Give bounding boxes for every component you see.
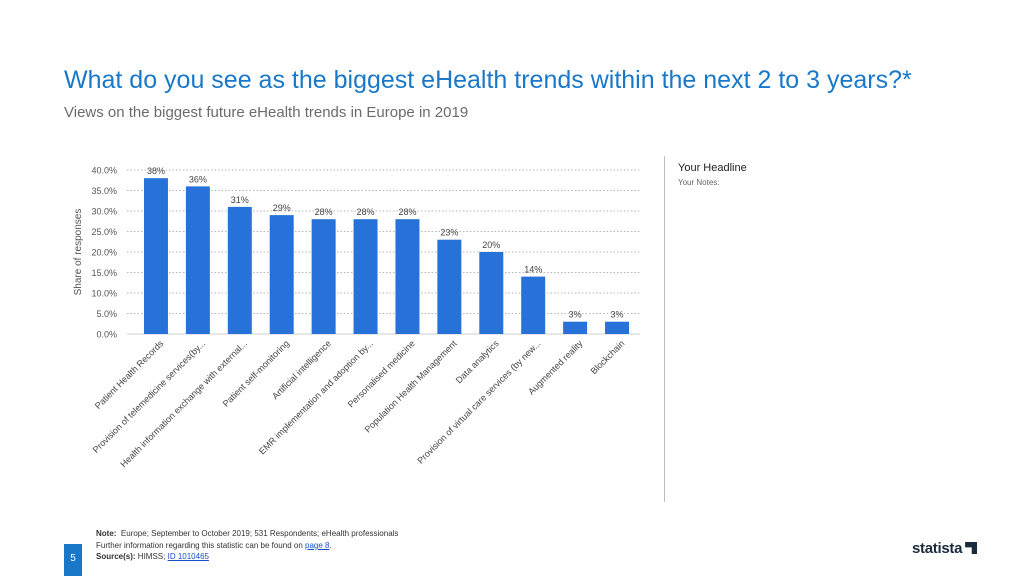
data-label: 3% xyxy=(569,310,582,320)
y-axis-label: Share of responses xyxy=(73,209,84,296)
data-label: 3% xyxy=(611,310,624,320)
footer-source: Source(s): HIMSS; ID 1010465 xyxy=(96,552,209,561)
panel-divider xyxy=(664,156,665,502)
chart-subtitle: Views on the biggest future eHealth tren… xyxy=(64,104,469,121)
y-tick-label: 30.0% xyxy=(91,207,117,217)
y-tick-label: 0.0% xyxy=(96,330,117,340)
data-label: 38% xyxy=(147,166,165,176)
statista-wave-icon xyxy=(965,542,978,554)
data-label: 14% xyxy=(524,265,542,275)
bar xyxy=(269,215,294,334)
x-tick-label: Blockchain xyxy=(589,338,627,376)
data-label: 29% xyxy=(273,203,291,213)
y-tick-label: 5.0% xyxy=(96,309,117,319)
bar xyxy=(605,321,630,334)
data-label: 28% xyxy=(398,207,416,217)
x-tick-label: Data analytics xyxy=(454,338,501,385)
bar xyxy=(395,219,420,334)
statista-logo: statista xyxy=(912,540,978,557)
y-tick-label: 25.0% xyxy=(91,227,117,237)
x-tick-label: Patient Health Records xyxy=(93,338,166,411)
data-label: 23% xyxy=(440,228,458,238)
bar xyxy=(437,239,462,334)
footer-further-info: Further information regarding this stati… xyxy=(96,541,332,550)
page-link[interactable]: page 8 xyxy=(305,541,330,550)
bar xyxy=(311,219,336,334)
bar xyxy=(227,206,252,334)
side-notes: Your Notes: xyxy=(678,178,720,187)
source-id-link[interactable]: ID 1010465 xyxy=(167,552,209,561)
note-text: Europe; September to October 2019; 531 R… xyxy=(120,529,399,538)
data-label: 28% xyxy=(357,207,375,217)
bar xyxy=(185,186,210,334)
y-tick-label: 40.0% xyxy=(91,166,117,176)
bar-chart: 0.0% 5.0% 10.0% 15.0% 20.0% 25.0% 30.0% 35.0% 40… xyxy=(73,166,640,469)
bar xyxy=(479,252,504,334)
x-tick-label: Population Health Management xyxy=(363,338,460,435)
note-label: Note: xyxy=(96,529,117,538)
y-tick-label: 35.0% xyxy=(91,186,117,196)
bar xyxy=(143,178,168,334)
y-tick-label: 15.0% xyxy=(91,268,117,278)
y-tick-label: 20.0% xyxy=(91,248,117,258)
further-info-text: Further information regarding this stati… xyxy=(96,541,303,550)
source-label: Source(s): xyxy=(96,552,136,561)
data-label: 20% xyxy=(482,240,500,250)
side-headline: Your Headline xyxy=(678,162,747,174)
data-label: 28% xyxy=(315,207,333,217)
chart-title: What do you see as the biggest eHealth t… xyxy=(64,66,912,94)
bar xyxy=(521,276,546,334)
y-tick-label: 10.0% xyxy=(91,289,117,299)
footer-note: Note: Europe; September to October 2019;… xyxy=(96,529,398,538)
bar xyxy=(353,219,378,334)
source-text: HIMSS; xyxy=(137,552,166,561)
data-label: 31% xyxy=(231,195,249,205)
data-label: 36% xyxy=(189,174,207,184)
bar xyxy=(563,321,588,334)
brand-name: statista xyxy=(912,540,963,557)
page-number: 5 xyxy=(64,544,82,576)
